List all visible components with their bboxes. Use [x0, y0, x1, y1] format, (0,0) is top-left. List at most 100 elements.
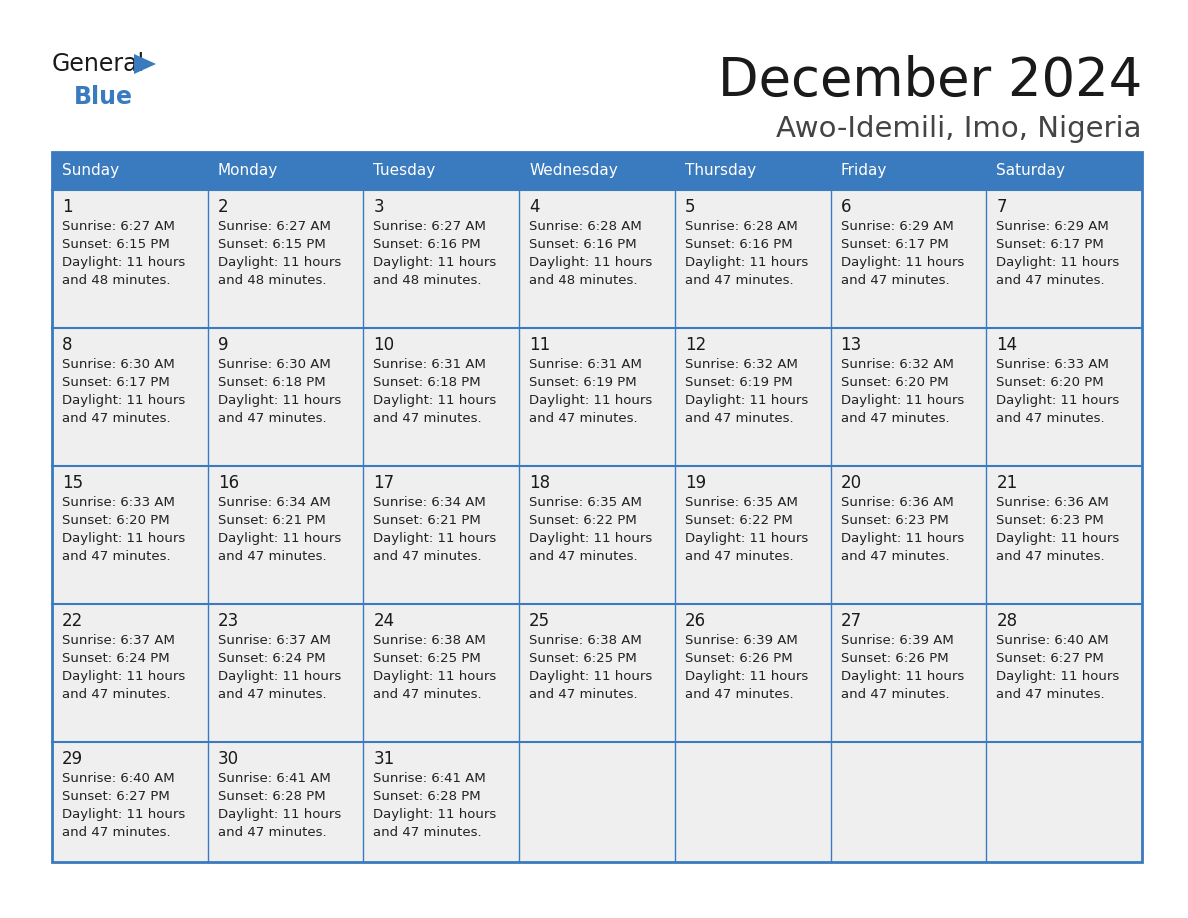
Text: 22: 22	[62, 612, 83, 630]
Text: Monday: Monday	[217, 163, 278, 178]
Text: Sunset: 6:17 PM: Sunset: 6:17 PM	[997, 238, 1104, 251]
Text: Daylight: 11 hours: Daylight: 11 hours	[373, 256, 497, 269]
Text: Daylight: 11 hours: Daylight: 11 hours	[841, 532, 963, 545]
Text: 21: 21	[997, 474, 1018, 492]
Text: Daylight: 11 hours: Daylight: 11 hours	[373, 670, 497, 683]
Bar	[52, 152, 1142, 862]
Bar	[675, 742, 830, 862]
Text: Daylight: 11 hours: Daylight: 11 hours	[997, 256, 1119, 269]
Text: 5: 5	[684, 198, 695, 216]
Text: Sunset: 6:16 PM: Sunset: 6:16 PM	[684, 238, 792, 251]
Text: and 47 minutes.: and 47 minutes.	[529, 412, 638, 425]
Text: Sunrise: 6:33 AM: Sunrise: 6:33 AM	[62, 496, 175, 509]
Text: Sunrise: 6:33 AM: Sunrise: 6:33 AM	[997, 358, 1110, 371]
Bar	[52, 466, 208, 604]
Text: Sunrise: 6:37 AM: Sunrise: 6:37 AM	[217, 634, 330, 647]
Text: Sunset: 6:17 PM: Sunset: 6:17 PM	[62, 376, 170, 389]
Text: Sunrise: 6:35 AM: Sunrise: 6:35 AM	[684, 496, 797, 509]
Text: 7: 7	[997, 198, 1006, 216]
Text: Sunset: 6:18 PM: Sunset: 6:18 PM	[217, 376, 326, 389]
Text: Daylight: 11 hours: Daylight: 11 hours	[684, 532, 808, 545]
Text: 4: 4	[529, 198, 539, 216]
Text: 19: 19	[684, 474, 706, 492]
Text: and 47 minutes.: and 47 minutes.	[373, 688, 482, 701]
Text: and 47 minutes.: and 47 minutes.	[373, 826, 482, 839]
Text: Sunrise: 6:30 AM: Sunrise: 6:30 AM	[62, 358, 175, 371]
Text: and 47 minutes.: and 47 minutes.	[997, 688, 1105, 701]
Bar	[986, 742, 1142, 862]
Text: 3: 3	[373, 198, 384, 216]
Text: Daylight: 11 hours: Daylight: 11 hours	[217, 256, 341, 269]
Text: Sunset: 6:24 PM: Sunset: 6:24 PM	[62, 652, 170, 665]
Text: and 47 minutes.: and 47 minutes.	[62, 688, 171, 701]
Bar	[208, 604, 364, 742]
Text: Sunset: 6:18 PM: Sunset: 6:18 PM	[373, 376, 481, 389]
Bar	[364, 604, 519, 742]
Text: and 47 minutes.: and 47 minutes.	[841, 550, 949, 563]
Bar	[675, 604, 830, 742]
Text: Sunrise: 6:29 AM: Sunrise: 6:29 AM	[841, 220, 953, 233]
Text: Daylight: 11 hours: Daylight: 11 hours	[373, 808, 497, 821]
Text: Sunrise: 6:37 AM: Sunrise: 6:37 AM	[62, 634, 175, 647]
Text: and 47 minutes.: and 47 minutes.	[997, 274, 1105, 287]
Bar	[208, 742, 364, 862]
Text: Sunset: 6:25 PM: Sunset: 6:25 PM	[529, 652, 637, 665]
Text: 6: 6	[841, 198, 851, 216]
Text: Sunset: 6:15 PM: Sunset: 6:15 PM	[217, 238, 326, 251]
Text: Daylight: 11 hours: Daylight: 11 hours	[841, 394, 963, 407]
Bar	[675, 328, 830, 466]
Text: and 48 minutes.: and 48 minutes.	[62, 274, 171, 287]
Text: Sunset: 6:23 PM: Sunset: 6:23 PM	[841, 514, 948, 527]
Text: Daylight: 11 hours: Daylight: 11 hours	[62, 532, 185, 545]
Text: Sunrise: 6:27 AM: Sunrise: 6:27 AM	[217, 220, 330, 233]
Text: Daylight: 11 hours: Daylight: 11 hours	[62, 808, 185, 821]
Text: 16: 16	[217, 474, 239, 492]
Text: Sunset: 6:21 PM: Sunset: 6:21 PM	[373, 514, 481, 527]
Text: Blue: Blue	[74, 85, 133, 109]
Text: Sunrise: 6:32 AM: Sunrise: 6:32 AM	[684, 358, 797, 371]
Text: Sunrise: 6:28 AM: Sunrise: 6:28 AM	[529, 220, 642, 233]
Bar	[364, 466, 519, 604]
Text: Sunrise: 6:39 AM: Sunrise: 6:39 AM	[841, 634, 953, 647]
Text: Daylight: 11 hours: Daylight: 11 hours	[997, 532, 1119, 545]
Text: and 48 minutes.: and 48 minutes.	[373, 274, 482, 287]
Text: 1: 1	[62, 198, 72, 216]
Text: Sunset: 6:28 PM: Sunset: 6:28 PM	[217, 790, 326, 803]
Text: Sunrise: 6:32 AM: Sunrise: 6:32 AM	[841, 358, 954, 371]
Text: and 47 minutes.: and 47 minutes.	[217, 550, 327, 563]
Text: Daylight: 11 hours: Daylight: 11 hours	[684, 394, 808, 407]
Text: and 48 minutes.: and 48 minutes.	[217, 274, 327, 287]
Text: 9: 9	[217, 336, 228, 354]
Text: Daylight: 11 hours: Daylight: 11 hours	[841, 256, 963, 269]
Bar	[52, 328, 208, 466]
Text: and 47 minutes.: and 47 minutes.	[684, 412, 794, 425]
Text: Daylight: 11 hours: Daylight: 11 hours	[62, 256, 185, 269]
Text: Sunset: 6:27 PM: Sunset: 6:27 PM	[62, 790, 170, 803]
Text: Sunset: 6:22 PM: Sunset: 6:22 PM	[684, 514, 792, 527]
Bar	[675, 466, 830, 604]
Text: and 47 minutes.: and 47 minutes.	[997, 550, 1105, 563]
Text: and 47 minutes.: and 47 minutes.	[841, 274, 949, 287]
Text: Sunset: 6:22 PM: Sunset: 6:22 PM	[529, 514, 637, 527]
Text: Sunset: 6:20 PM: Sunset: 6:20 PM	[997, 376, 1104, 389]
Bar	[52, 742, 208, 862]
Bar	[830, 742, 986, 862]
Bar	[208, 328, 364, 466]
Text: Thursday: Thursday	[684, 163, 756, 178]
Text: Sunrise: 6:27 AM: Sunrise: 6:27 AM	[373, 220, 486, 233]
Text: and 47 minutes.: and 47 minutes.	[841, 412, 949, 425]
Text: Sunset: 6:16 PM: Sunset: 6:16 PM	[529, 238, 637, 251]
Text: Sunrise: 6:31 AM: Sunrise: 6:31 AM	[529, 358, 642, 371]
Text: and 47 minutes.: and 47 minutes.	[684, 550, 794, 563]
Text: 25: 25	[529, 612, 550, 630]
Text: Sunset: 6:23 PM: Sunset: 6:23 PM	[997, 514, 1104, 527]
Text: and 47 minutes.: and 47 minutes.	[373, 550, 482, 563]
Text: Daylight: 11 hours: Daylight: 11 hours	[62, 670, 185, 683]
Text: 20: 20	[841, 474, 861, 492]
Text: 29: 29	[62, 750, 83, 768]
Text: Sunrise: 6:39 AM: Sunrise: 6:39 AM	[684, 634, 797, 647]
Text: Daylight: 11 hours: Daylight: 11 hours	[684, 670, 808, 683]
Bar	[52, 152, 208, 190]
Text: and 47 minutes.: and 47 minutes.	[684, 274, 794, 287]
Bar	[364, 742, 519, 862]
